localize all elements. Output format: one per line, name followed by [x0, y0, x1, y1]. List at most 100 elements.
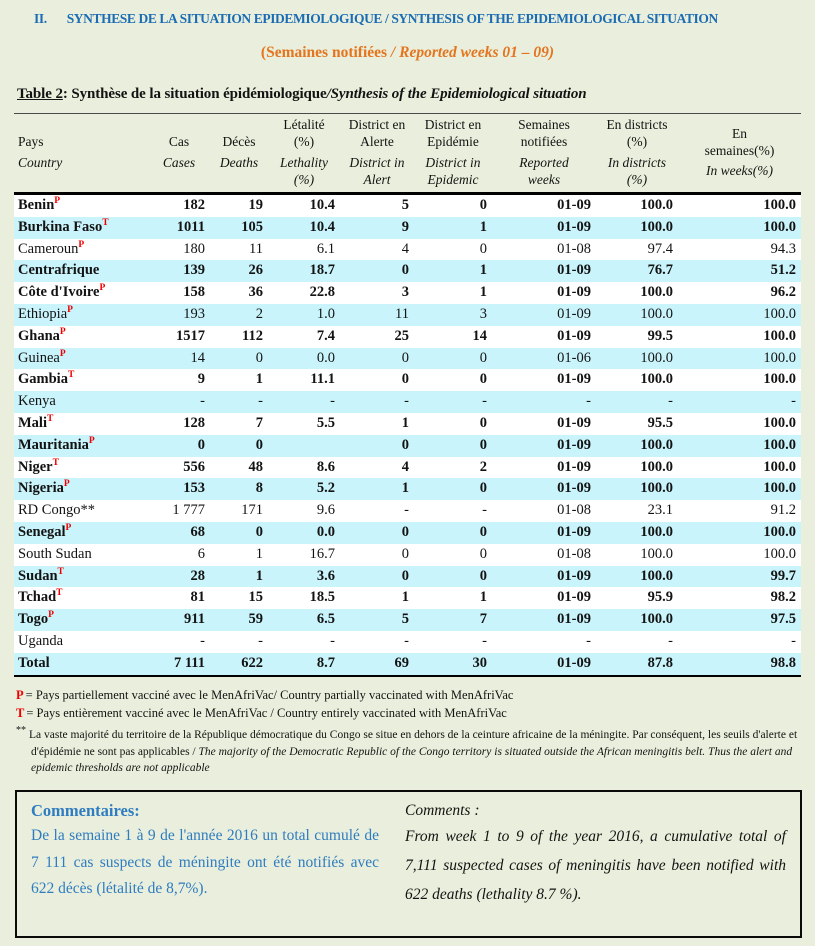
column-header-english: District in Epidemic: [425, 155, 481, 187]
cell-value: 95.5: [647, 414, 673, 431]
cell-value: 0: [479, 349, 487, 366]
cell-value: 1: [479, 218, 487, 235]
cell-value: -: [404, 632, 409, 649]
cell-value: 0.0: [316, 523, 335, 540]
section-number: II.: [34, 11, 47, 26]
footnote-p-text: = Pays partiellement vacciné avec le Men…: [25, 687, 514, 702]
cell-value: 0: [479, 197, 487, 213]
cell-value: 100.0: [763, 371, 796, 388]
cell-value: 180: [183, 240, 205, 257]
vaccination-status-superscript: T: [67, 370, 75, 381]
table-row: Kenya - - - - - - - -: [14, 391, 801, 413]
vaccination-status-superscript: T: [57, 566, 64, 577]
section-heading: II. SYNTHESE DE LA SITUATION EPIDEMIOLOG…: [34, 11, 815, 27]
cell-value: -: [200, 393, 205, 410]
cell-value: 6: [197, 545, 205, 562]
cell-value: 01-08: [557, 545, 591, 562]
cell-country: MaliT: [18, 414, 54, 431]
cell-value: [268, 435, 340, 457]
cell-value: 22.8: [309, 284, 335, 301]
cell-value: 01-09: [557, 197, 591, 213]
column-header: Décès Deaths: [210, 114, 268, 194]
cell-value: 1: [255, 545, 263, 562]
vaccination-status-superscript: P: [48, 610, 54, 621]
cell-country: RD Congo**: [18, 502, 95, 519]
cell-country: Kenya: [18, 393, 56, 410]
vaccination-status-superscript: T: [102, 217, 109, 228]
comments-french-body: De la semaine 1 à 9 de l'année 2016 un t…: [31, 827, 379, 898]
cell-value: 100.0: [640, 567, 673, 584]
cell-value: -: [404, 502, 409, 519]
cell-value: 7: [479, 611, 487, 628]
cell-value: 1.0: [316, 305, 335, 322]
footnote-partially-vaccinated: P = Pays partiellement vacciné avec le Me…: [16, 686, 815, 705]
cell-value: 1: [401, 480, 409, 497]
cell-value: -: [404, 393, 409, 410]
column-header: Pays Country: [14, 114, 148, 194]
cell-value: 01-09: [557, 611, 591, 628]
table-header: Pays Country Cas Cases Décès Deaths Létalité (…: [14, 114, 801, 194]
cell-value: 25: [394, 327, 410, 344]
cell-country: CamerounP: [18, 239, 85, 257]
cell-value: 1: [401, 589, 409, 606]
cell-value: 01-09: [557, 480, 591, 497]
cell-value: 97.5: [770, 611, 796, 628]
cell-country: Centrafrique: [18, 262, 100, 279]
cell-value: 16.7: [309, 545, 335, 562]
cell-value: 3: [479, 305, 487, 322]
table-row: GhanaP 1517 112 7.4 25 14 01-09 99.5 100.0: [14, 325, 801, 348]
cell-value: -: [586, 632, 591, 649]
cell-value: 01-09: [557, 589, 591, 606]
column-header-french: Létalité (%): [283, 117, 325, 150]
footnote-rd-congo: ** La vaste majorité du territoire de la …: [16, 724, 811, 777]
comments-english-title: Comments :: [405, 801, 480, 819]
cell-value: 5.5: [316, 414, 335, 431]
table-caption: Table 2: Synthèse de la situation épidém…: [17, 86, 815, 103]
cell-country: EthiopiaP: [18, 305, 73, 322]
cell-value: 0: [479, 414, 487, 431]
cell-value: 01-06: [557, 349, 591, 366]
cell-value: 19: [248, 197, 264, 213]
cell-value: 0: [255, 349, 263, 366]
table-row: Total 7 111 622 8.7 69 30 01-09 87.8 98.8: [14, 652, 801, 676]
cell-value: 1: [255, 567, 263, 584]
reported-weeks-subtitle: (Semaines notifiées / Reported weeks 01 …: [0, 44, 815, 62]
cell-value: 100.0: [640, 545, 673, 562]
cell-value: 1011: [176, 218, 205, 235]
table-row: Burkina FasoT 1011 105 10.4 9 1 01-09 100.0 100.…: [14, 216, 801, 239]
cell-value: -: [668, 393, 673, 410]
cell-value: -: [482, 393, 487, 410]
cell-value: 28: [190, 567, 206, 584]
cell-value: 100.0: [763, 218, 796, 235]
vaccination-status-superscript: P: [65, 523, 72, 534]
cell-value: 1: [479, 589, 487, 606]
cell-value: 7: [255, 414, 263, 431]
cell-value: 01-08: [557, 240, 591, 257]
cell-value: 95.9: [647, 589, 673, 606]
cell-value: 4: [401, 458, 409, 475]
cell-value: 8: [255, 480, 263, 497]
cell-country: TchadT: [18, 588, 63, 606]
table-row: South Sudan 6 1 16.7 0 0 01-08 100.0 100.0: [14, 543, 801, 566]
epidemiology-table: Pays Country Cas Cases Décès Deaths Létalité (…: [14, 113, 801, 677]
cell-value: -: [258, 632, 263, 649]
cell-value: 14: [190, 349, 206, 366]
cell-country: SudanT: [18, 566, 64, 584]
table-row: GambiaT 9 1 11.1 0 0 01-09 100.0 100.0: [14, 369, 801, 392]
cell-value: 10.4: [309, 197, 335, 213]
cell-value: 01-09: [557, 567, 591, 584]
cell-value: 01-09: [557, 327, 591, 344]
vaccination-status-superscript: P: [59, 326, 66, 337]
cell-value: 9.6: [316, 502, 335, 519]
column-header: Semaines notifiées Reported weeks: [492, 114, 596, 194]
footnote-entirely-vaccinated: T = Pays entièrement vacciné avec le MenA…: [16, 704, 815, 723]
comments-english-body: From week 1 to 9 of the year 2016, a cum…: [405, 828, 786, 903]
footnote-t-marker: T: [16, 706, 25, 721]
table-row: EthiopiaP 193 2 1.0 11 3 01-09 100.0 100.0: [14, 303, 801, 326]
cell-value: 18.7: [309, 262, 335, 279]
cell-value: 3.6: [316, 567, 335, 584]
cell-value: 139: [183, 262, 205, 279]
cell-value: -: [482, 632, 487, 649]
cell-value: 100.0: [763, 197, 796, 213]
cell-value: 911: [184, 611, 205, 628]
